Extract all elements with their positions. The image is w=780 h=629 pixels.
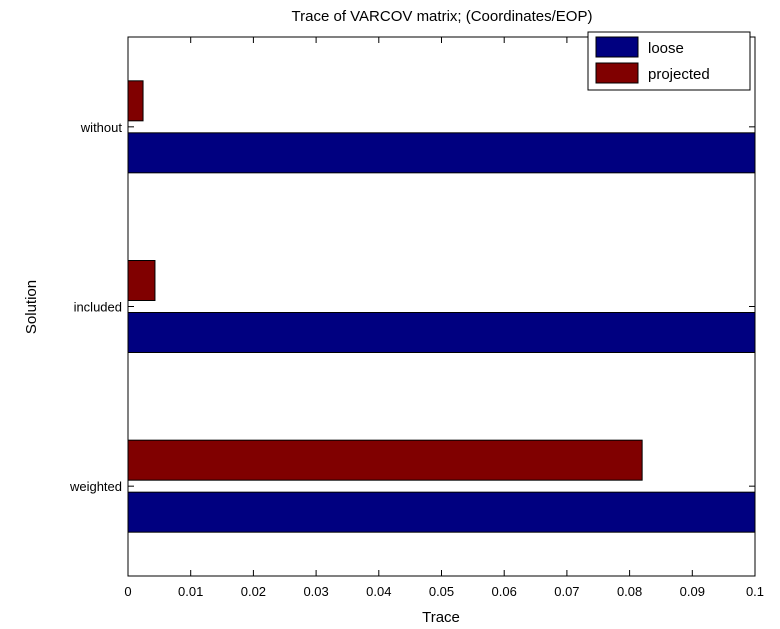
y-tick-label: without [80, 120, 123, 135]
x-tick-label: 0.06 [492, 584, 517, 599]
x-tick-label: 0.09 [680, 584, 705, 599]
bars-layer [127, 80, 756, 533]
legend-swatch-loose [595, 36, 639, 58]
bar-loose-weighted [127, 491, 756, 533]
legend-label-loose: loose [648, 40, 684, 57]
x-tick-label: 0.1 [746, 584, 764, 599]
plot-area [127, 36, 756, 577]
legend: loose projected [587, 31, 751, 91]
x-tick-label: 0 [124, 584, 131, 599]
x-tick-label: 0.03 [303, 584, 328, 599]
bar-projected-weighted [127, 439, 643, 481]
bar-projected-included [127, 260, 156, 301]
bar-loose-included [127, 312, 756, 353]
bar-loose-without [127, 132, 756, 174]
x-tick-label: 0.07 [554, 584, 579, 599]
x-tick-label: 0.04 [366, 584, 391, 599]
x-tick-label: 0.08 [617, 584, 642, 599]
y-axis-label: Solution [23, 280, 40, 334]
ticks-layer: weighted included without 0 0.01 0.02 0.03 0.04… [69, 37, 764, 599]
y-tick-label: included [74, 300, 122, 315]
y-tick-label: weighted [69, 479, 122, 494]
bar-projected-without [127, 80, 144, 122]
x-tick-label: 0.05 [429, 584, 454, 599]
legend-swatch-projected [595, 62, 639, 84]
x-tick-label: 0.01 [178, 584, 203, 599]
chart-title: Trace of VARCOV matrix; (Coordinates/EOP… [292, 8, 593, 25]
x-tick-label: 0.02 [241, 584, 266, 599]
legend-label-projected: projected [648, 66, 710, 83]
x-axis-label: Trace [422, 609, 460, 626]
